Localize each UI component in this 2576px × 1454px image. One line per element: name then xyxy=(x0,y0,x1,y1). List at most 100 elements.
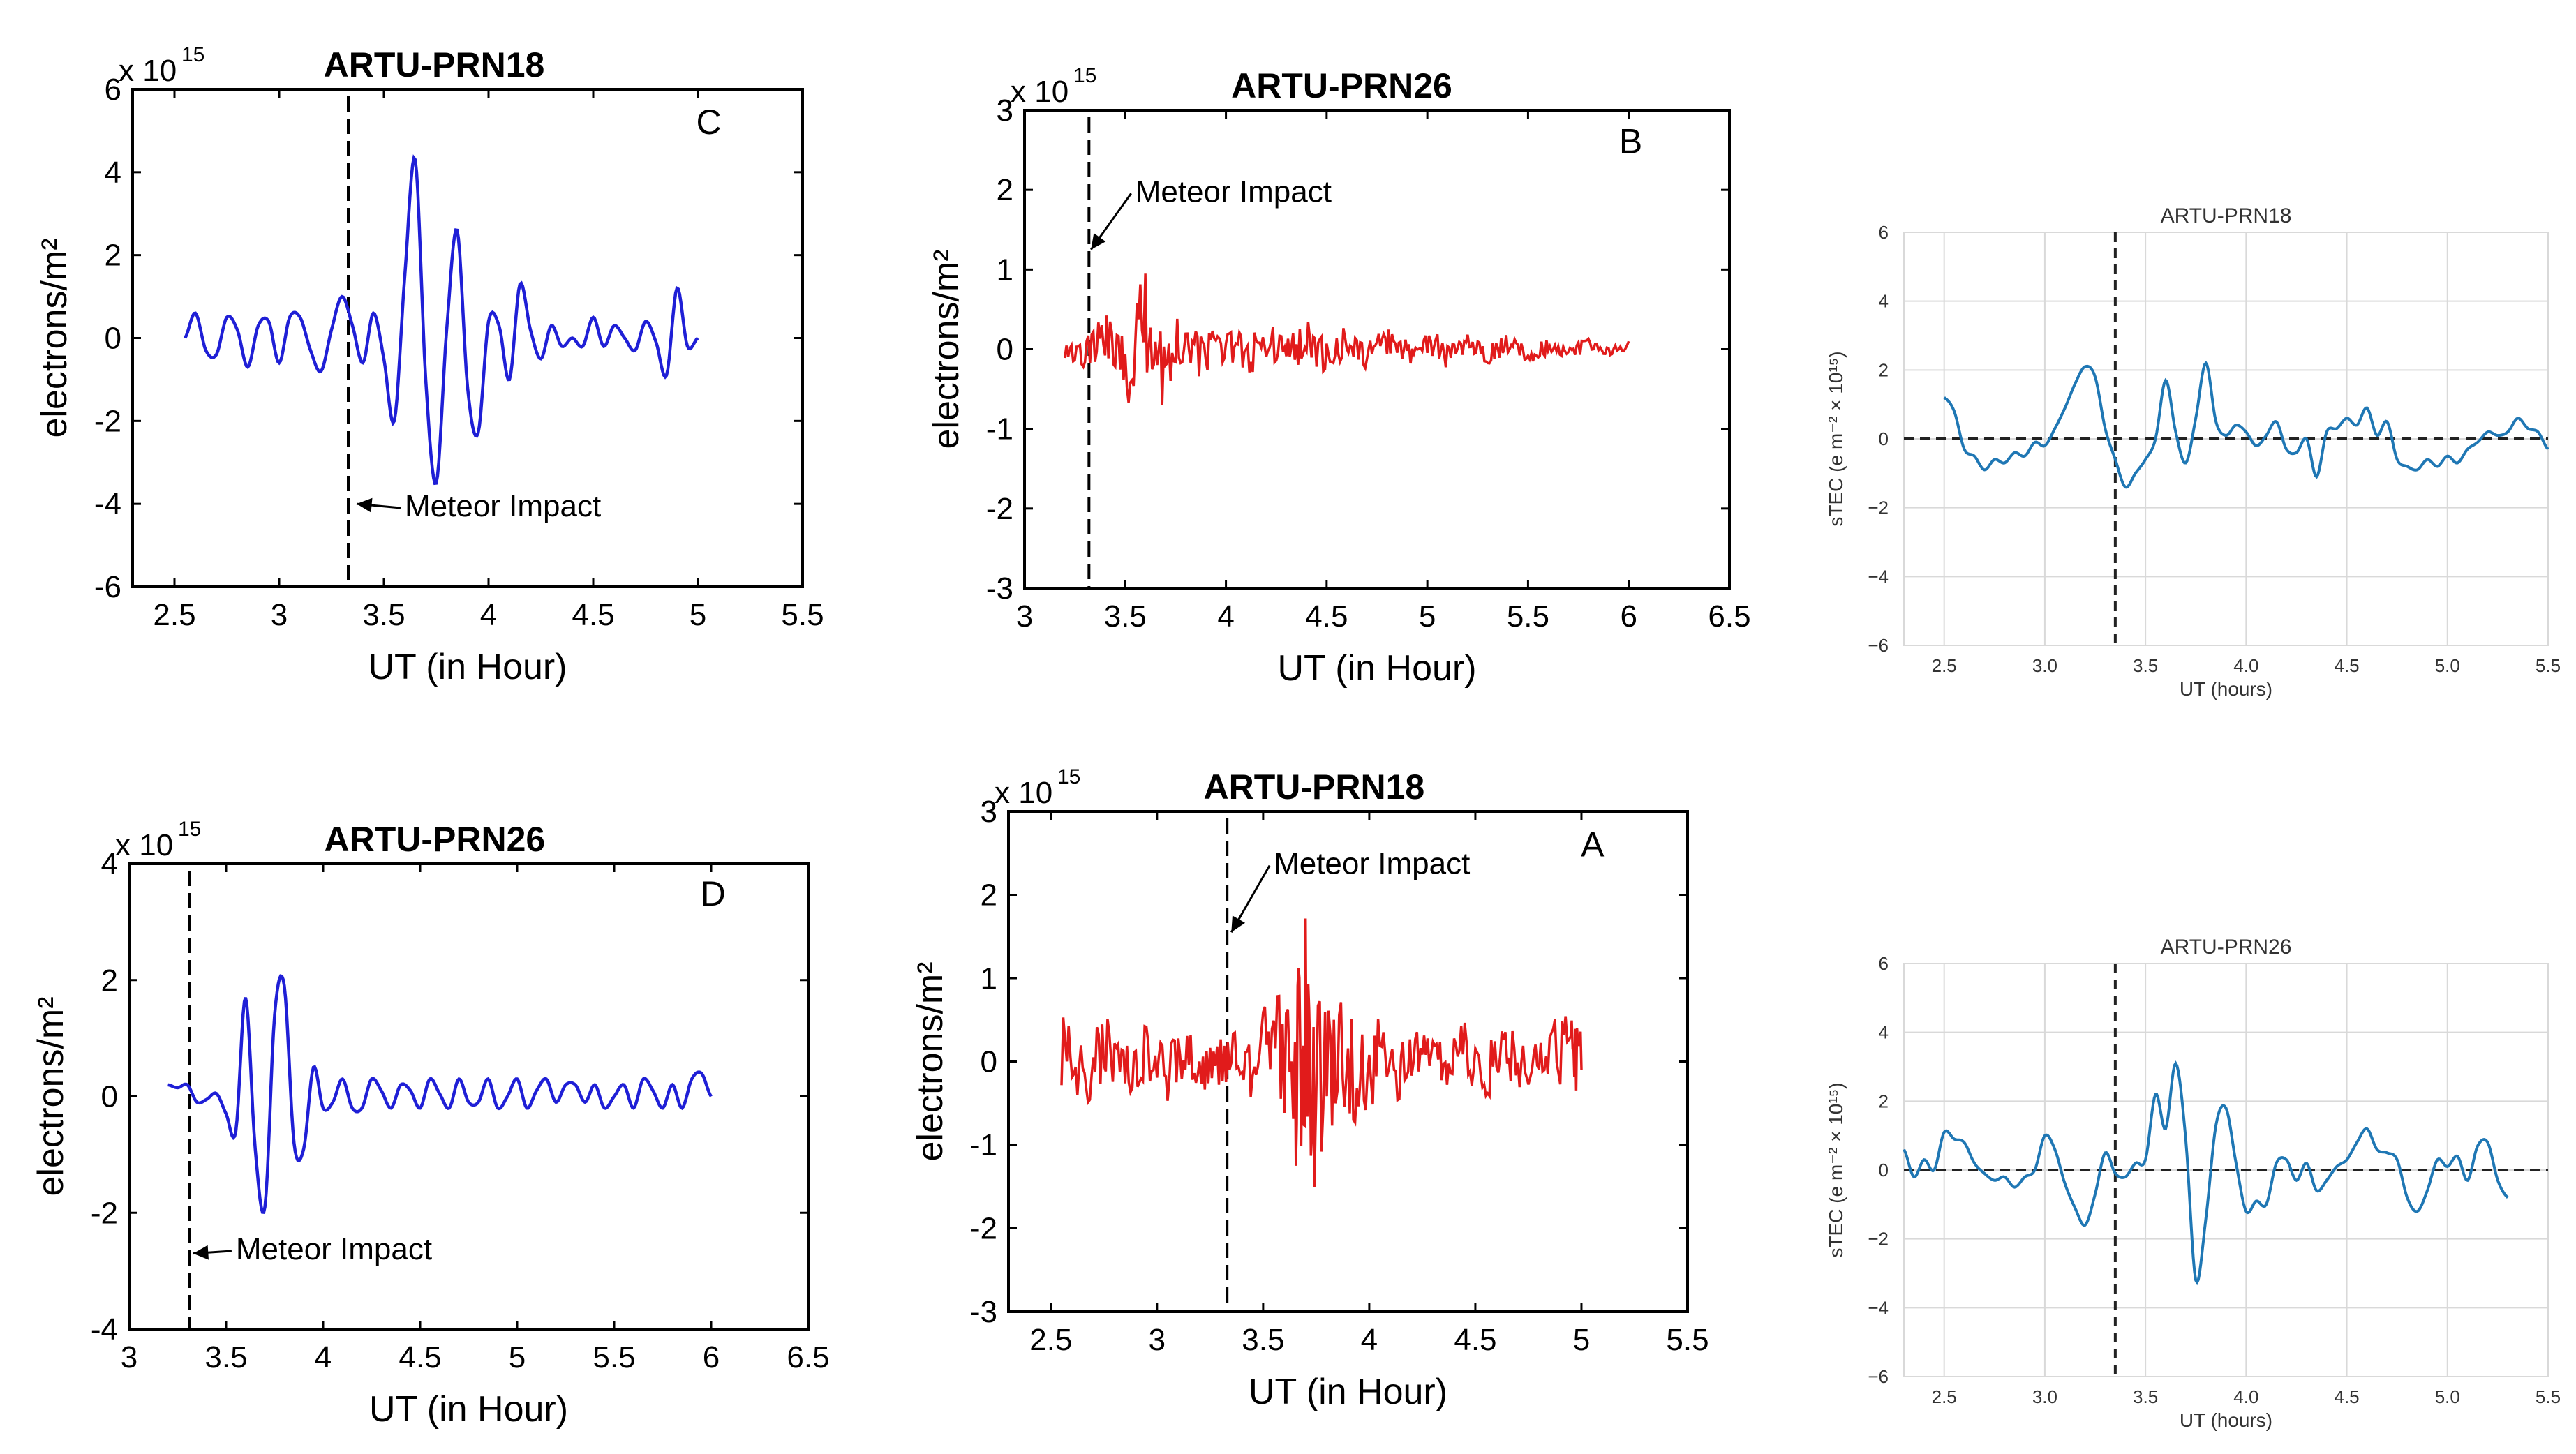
y-tick-label: 2 xyxy=(105,239,121,273)
y-tick-label: −2 xyxy=(1868,1229,1889,1250)
y-tick-label: -1 xyxy=(986,412,1013,447)
y-tick-label: 2 xyxy=(1879,359,1889,380)
y-tick-label: 2 xyxy=(997,173,1013,207)
x-tick-label: 3.5 xyxy=(1242,1323,1284,1357)
panel-letter: A xyxy=(1581,825,1605,864)
x-tick-label: 6 xyxy=(1620,599,1637,634)
x-tick-label: 5.5 xyxy=(593,1340,635,1374)
y-tick-label: 3 xyxy=(997,93,1013,128)
x-tick-label: 4.5 xyxy=(572,598,614,632)
y-tick-label: 0 xyxy=(997,333,1013,367)
x-tick-label: 4 xyxy=(1217,599,1234,634)
x-tick-label: 3.5 xyxy=(1104,599,1147,634)
y-axis-label: electrons/m² xyxy=(34,238,75,437)
x-tick-label: 3.5 xyxy=(204,1340,247,1374)
x-tick-label: 4.5 xyxy=(2334,655,2359,676)
x-tick-label: 6 xyxy=(703,1340,720,1374)
y-tick-label: 4 xyxy=(101,847,118,881)
x-tick-label: 4.0 xyxy=(2233,1386,2258,1407)
annotation-arrow-head xyxy=(357,497,373,513)
y-tick-label: 0 xyxy=(105,322,121,356)
x-tick-label: 4 xyxy=(315,1340,332,1374)
y-tick-label: -2 xyxy=(94,404,121,438)
y-tick-label: -3 xyxy=(986,571,1013,606)
chart-S2: ARTU-PRN26 2.5 3.0 3.5 4.0 4.5 5.0 5.5 −6 −4 −2 0 2 4… xyxy=(1825,936,2561,1431)
y-tick-label: 4 xyxy=(105,156,121,190)
x-tick-label: 5.5 xyxy=(1507,599,1549,634)
y-multiplier: x 10 xyxy=(119,54,177,88)
y-tick-label: -2 xyxy=(91,1196,118,1230)
meteor-impact-annotation: Meteor Impact xyxy=(1136,174,1332,209)
x-tick-label: 5.5 xyxy=(781,598,824,632)
x-tick-label: 5.5 xyxy=(2536,655,2561,676)
x-tick-label: 3 xyxy=(121,1340,137,1374)
x-tick-label: 2.5 xyxy=(1029,1323,1072,1357)
y-tick-label: 0 xyxy=(101,1080,118,1114)
x-tick-label: 6.5 xyxy=(1708,599,1750,634)
y-tick-label: 6 xyxy=(1879,953,1889,974)
y-tick-label: -2 xyxy=(970,1212,997,1246)
chart-A: 2.5 3 3.5 4 4.5 5 5.5 -3 -2 -1 0 1 2 3 ARTU-PRN18 x 10 1… xyxy=(910,765,1709,1412)
y-tick-label: -2 xyxy=(986,492,1013,526)
chart-S1: ARTU-PRN18 2.5 3.0 3.5 4.0 4.5 5.0 5.5 −6 −4 −2 0 2 4… xyxy=(1825,204,2561,700)
y-axis-label: electrons/m² xyxy=(910,961,951,1161)
chart-D: 3 3.5 4 4.5 5 5.5 6 6.5 -4 -2 0 2 4 ARTU-PRN26 x 10 15 D… xyxy=(31,818,830,1430)
chart-title: ARTU-PRN18 xyxy=(2161,204,2292,227)
y-tick-label: −2 xyxy=(1868,497,1889,518)
x-axis-label: UT (in Hour) xyxy=(1249,1372,1447,1412)
series-line xyxy=(184,154,699,486)
chart-title: ARTU-PRN18 xyxy=(1203,767,1424,807)
y-exponent: 15 xyxy=(181,43,204,66)
y-tick-label: -4 xyxy=(91,1312,118,1347)
y-axis-label: electrons/m² xyxy=(31,996,71,1196)
x-tick-label: 3 xyxy=(1016,599,1033,634)
y-tick-label: 6 xyxy=(1879,222,1889,243)
meteor-impact-annotation: Meteor Impact xyxy=(236,1232,432,1266)
y-tick-label: -3 xyxy=(970,1295,997,1329)
plot-frame xyxy=(128,862,810,1331)
y-tick-label: -6 xyxy=(94,570,121,604)
y-tick-label: 1 xyxy=(997,253,1013,287)
y-tick-label: -4 xyxy=(94,487,121,521)
series-line xyxy=(1060,918,1583,1187)
chart-title: ARTU-PRN26 xyxy=(1231,66,1452,105)
y-tick-label: 2 xyxy=(1879,1090,1889,1111)
y-tick-label: 6 xyxy=(105,73,121,107)
x-tick-label: 5 xyxy=(509,1340,526,1374)
x-tick-label: 3 xyxy=(1149,1323,1166,1357)
y-multiplier: x 10 xyxy=(995,776,1052,810)
chart-title: ARTU-PRN26 xyxy=(324,820,545,859)
y-tick-label: −4 xyxy=(1868,566,1889,587)
x-axis-label: UT (in Hour) xyxy=(1277,648,1476,689)
chart-title: ARTU-PRN18 xyxy=(324,45,545,84)
y-tick-label: −4 xyxy=(1868,1297,1889,1318)
x-tick-label: 5 xyxy=(690,598,706,632)
series-line xyxy=(1903,1060,2509,1286)
panel-letter: D xyxy=(701,874,726,913)
y-tick-label: 0 xyxy=(981,1045,997,1079)
annotation-arrow-head xyxy=(1231,915,1246,933)
plot-frame xyxy=(131,88,804,588)
meteor-impact-annotation: Meteor Impact xyxy=(1274,847,1470,881)
x-tick-label: 3.5 xyxy=(2133,655,2158,676)
y-tick-label: 2 xyxy=(101,964,118,998)
y-tick-label: 4 xyxy=(1879,1022,1889,1043)
x-tick-label: 5.5 xyxy=(1666,1323,1708,1357)
x-tick-label: 3.5 xyxy=(2133,1386,2158,1407)
x-axis-label: UT (in Hour) xyxy=(369,1389,568,1430)
x-tick-label: 4 xyxy=(480,598,497,632)
x-tick-label: 5 xyxy=(1573,1323,1590,1357)
x-tick-label: 3.5 xyxy=(362,598,405,632)
x-tick-label: 2.5 xyxy=(1932,1386,1957,1407)
x-axis-label: UT (hours) xyxy=(2180,1409,2272,1431)
chart-title: ARTU-PRN26 xyxy=(2161,936,2292,959)
y-tick-label: 0 xyxy=(1879,1160,1889,1181)
x-tick-label: 3 xyxy=(271,598,288,632)
y-tick-label: 3 xyxy=(981,795,997,829)
x-tick-label: 2.5 xyxy=(1932,655,1957,676)
x-axis-label: UT (in Hour) xyxy=(368,647,567,687)
x-tick-label: 3.0 xyxy=(2032,655,2057,676)
y-multiplier: x 10 xyxy=(1011,75,1069,109)
y-tick-label: 0 xyxy=(1879,428,1889,449)
